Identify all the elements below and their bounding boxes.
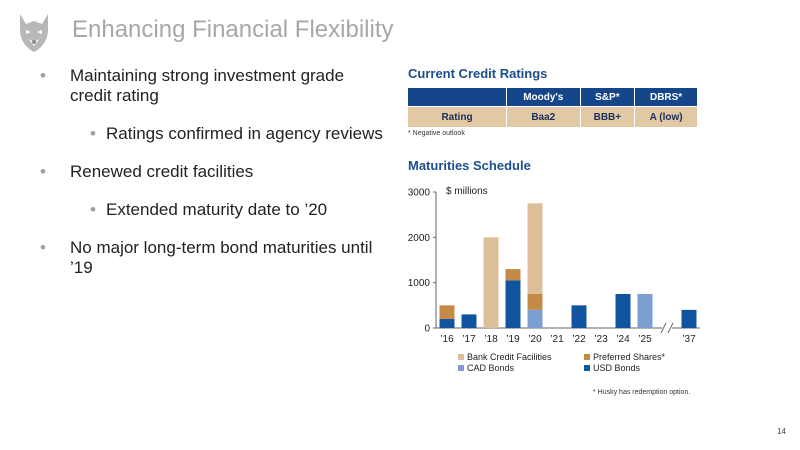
bullet-item: • Renewed credit facilities [40,162,384,182]
ratings-footnote: * Negative outlook [408,130,465,137]
bar-segment [527,309,543,328]
bar-segment [527,294,543,310]
credit-ratings-table: Moody's S&P* DBRS* Rating Baa2 BBB+ A (l… [408,88,698,127]
x-tick-label: ’24 [616,334,630,345]
credit-ratings-heading: Current Credit Ratings [408,66,548,81]
legend-label: Preferred Shares* [593,352,666,362]
bar-segment [461,314,477,328]
maturities-footnote: * Husky has redemption option. [593,389,691,396]
table-cell: Rating [408,106,507,127]
table-header-cell: DBRS* [634,88,698,107]
bullet-dot-icon: • [40,162,46,181]
bar-segment [571,305,587,328]
table-cell: BBB+ [580,106,636,127]
y-tick-label: 3000 [408,188,431,199]
x-tick-label: ’22 [572,334,586,345]
unit-label: $ millions [446,186,488,197]
axis-break-gap [662,323,672,333]
bullet-dot-icon: • [90,200,96,219]
bar-segment [637,294,653,328]
bar-segment [439,305,455,319]
bullet-text: Ratings confirmed in agency reviews [106,124,383,143]
bar-segment [615,294,631,328]
bullet-list: • Maintaining strong investment grade cre… [40,66,384,296]
x-tick-label: ’23 [594,334,608,345]
bar-segment [505,269,521,281]
table-row: Rating Baa2 BBB+ A (low) [408,106,698,127]
bar-segment [505,280,521,328]
maturities-heading: Maturities Schedule [408,158,531,173]
x-tick-label: ’17 [462,334,476,345]
bar-segment [527,203,543,294]
y-tick-label: 0 [424,324,430,335]
bullet-text: Renewed credit facilities [70,162,254,181]
x-tick-label: ’37 [682,334,696,345]
table-header-cell [408,88,507,107]
x-tick-label: ’20 [528,334,542,345]
table-header-cell: S&P* [580,88,636,107]
table-header-cell: Moody's [506,88,581,107]
bullet-text: Extended maturity date to ’20 [106,200,328,219]
slide-title: Enhancing Financial Flexibility [72,16,394,43]
bar-segment [483,237,499,328]
legend-swatch [584,365,590,371]
x-tick-label: ’19 [506,334,520,345]
bullet-item: • Maintaining strong investment grade cre… [40,66,384,106]
bullet-dot-icon: • [40,66,46,85]
bullet-text: Maintaining strong investment grade cred… [70,66,345,105]
x-tick-label: ’16 [440,334,454,345]
bullet-dot-icon: • [40,238,46,257]
husky-logo-icon [20,14,48,52]
y-tick-label: 1000 [408,278,431,289]
bullet-dot-icon: • [90,124,96,143]
bar-segment [681,309,697,328]
y-tick-label: 2000 [408,233,431,244]
axis-break-mark [667,322,674,334]
bullet-text: No major long-term bond maturities until… [70,238,373,277]
maturities-chart: 0 1000 2000 3000 $ millions ’16 ’17 ’18 ’19 ’20 ’2… [408,186,700,373]
table-header-row: Moody's S&P* DBRS* [408,88,698,107]
x-tick-label: ’21 [550,334,564,345]
x-tick-label: ’18 [484,334,498,345]
legend-label: CAD Bonds [467,363,515,373]
legend-label: USD Bonds [593,363,641,373]
legend-swatch [458,365,464,371]
bar-segment [439,318,455,328]
legend-label: Bank Credit Facilities [467,352,552,362]
bullet-item: • No major long-term bond maturities unti… [40,238,384,278]
table-cell: A (low) [634,106,698,127]
page-number: 14 [777,427,786,436]
sub-bullet-item: • Extended maturity date to ’20 [54,200,384,220]
legend-swatch [584,354,590,360]
axis-break-mark [660,322,667,334]
table-cell: Baa2 [506,106,581,127]
sub-bullet-item: • Ratings confirmed in agency reviews [54,124,384,144]
x-tick-label: ’25 [638,334,652,345]
legend-swatch [458,354,464,360]
